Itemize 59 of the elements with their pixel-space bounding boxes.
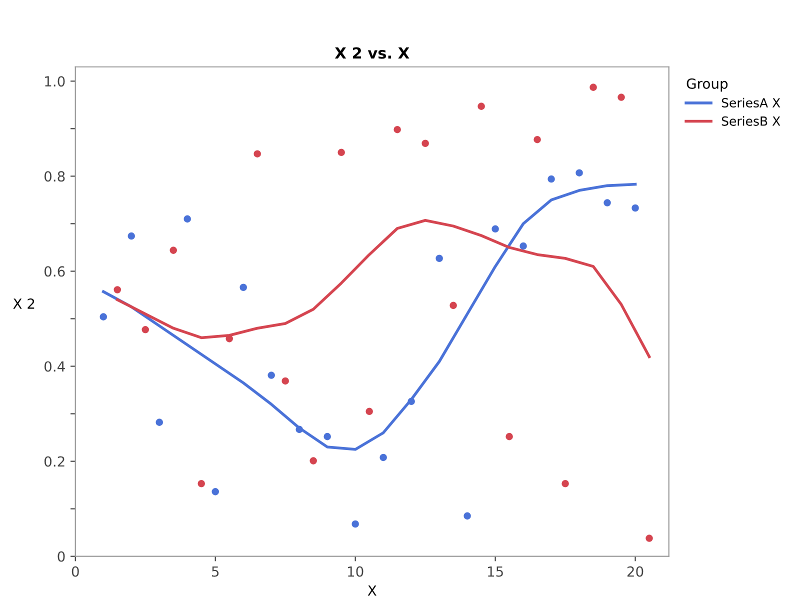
point (310, 457, 317, 464)
point (492, 225, 499, 233)
x-axis-title: X (368, 585, 376, 596)
point (394, 126, 401, 134)
point (506, 432, 513, 440)
point (632, 204, 639, 212)
point (254, 150, 261, 158)
y-tick-label: 0.2 (44, 456, 64, 467)
point (240, 284, 247, 292)
point (548, 175, 555, 183)
legend-label: SeriesA X (722, 98, 780, 108)
point (156, 418, 164, 426)
y-axis-title: X 2 (13, 298, 34, 309)
point (590, 84, 597, 91)
point (114, 286, 122, 294)
point (296, 426, 303, 434)
point (198, 480, 206, 488)
point (212, 488, 219, 496)
point (464, 512, 471, 520)
chart-title: X 2 vs. X (334, 47, 410, 59)
y-tick-label: 0.8 (44, 171, 65, 182)
y-tick-label: 0 (58, 551, 65, 562)
point (380, 454, 387, 462)
x-tick-label: 0 (72, 566, 79, 577)
point (128, 232, 136, 240)
x-tick-label: 5 (212, 566, 219, 577)
x-tick-label: 10 (348, 566, 364, 577)
point (324, 432, 331, 440)
point (142, 326, 150, 334)
point (436, 254, 443, 262)
point (576, 169, 583, 176)
point (268, 372, 275, 379)
point (366, 408, 373, 416)
legend-label: SeriesB X (722, 116, 780, 126)
point (170, 246, 178, 254)
point (450, 302, 457, 310)
y-tick-label: 0.6 (44, 266, 65, 277)
point (618, 94, 625, 101)
point (226, 335, 233, 342)
line-series (102, 182, 637, 451)
y-tick-label: 0.4 (44, 361, 65, 372)
point (478, 102, 485, 110)
line-series (116, 218, 651, 358)
legend-title: Group (686, 78, 728, 92)
point (100, 313, 108, 320)
point (352, 520, 359, 528)
y-tick-label: 1.0 (45, 76, 65, 87)
point (520, 242, 527, 250)
point (408, 398, 415, 406)
point (604, 199, 611, 206)
point (184, 215, 192, 223)
point (422, 140, 429, 148)
point (282, 377, 289, 385)
point (562, 480, 569, 488)
x-tick-label: 20 (627, 566, 644, 577)
x-tick-label: 15 (488, 566, 503, 577)
point (338, 148, 345, 156)
point (646, 534, 653, 542)
point (534, 136, 541, 144)
